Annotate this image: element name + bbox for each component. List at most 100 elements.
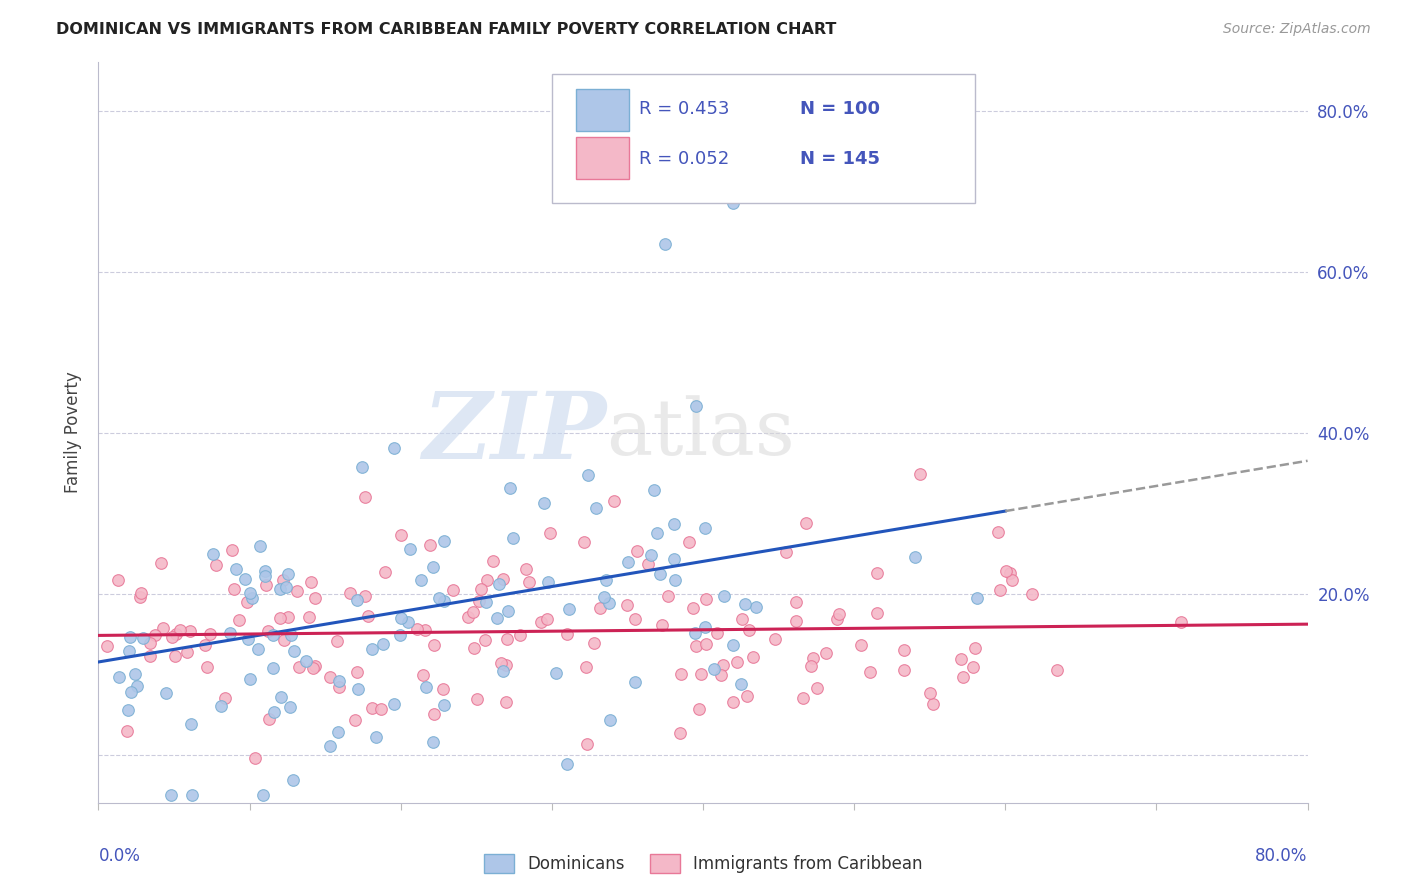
Point: [538, 525, 561, 540]
Point: [254, 569, 277, 583]
Point: [711, 657, 734, 672]
Point: [509, 628, 531, 642]
Point: [475, 573, 498, 587]
Point: [470, 582, 492, 596]
Point: [678, 535, 700, 549]
Point: [582, 636, 605, 650]
Point: [792, 690, 814, 705]
Point: [801, 651, 824, 665]
Point: [1170, 615, 1192, 630]
Point: [347, 682, 370, 697]
Point: [963, 641, 986, 656]
Point: [602, 493, 624, 508]
Point: [745, 599, 768, 614]
Point: [800, 659, 823, 673]
Point: [269, 582, 291, 597]
Point: [163, 648, 186, 663]
Point: [138, 648, 160, 663]
Text: R = 0.453: R = 0.453: [638, 100, 730, 118]
Point: [233, 572, 256, 586]
Point: [209, 698, 232, 713]
Point: [585, 501, 607, 516]
Point: [243, 751, 266, 765]
Point: [160, 630, 183, 644]
Point: [257, 713, 280, 727]
Point: [108, 670, 131, 684]
Point: [129, 585, 152, 599]
Point: [695, 592, 717, 607]
Point: [1001, 574, 1024, 588]
Point: [370, 702, 392, 716]
Point: [893, 664, 915, 678]
Point: [262, 661, 284, 675]
Point: [651, 618, 673, 632]
Point: [626, 543, 648, 558]
Point: [281, 773, 304, 788]
Point: [181, 788, 204, 802]
Point: [346, 592, 368, 607]
Point: [384, 697, 406, 711]
Point: [922, 697, 945, 711]
Point: [274, 580, 297, 594]
Point: [225, 562, 247, 576]
Text: DOMINICAN VS IMMIGRANTS FROM CARIBBEAN FAMILY POVERTY CORRELATION CHART: DOMINICAN VS IMMIGRANTS FROM CARIBBEAN F…: [56, 22, 837, 37]
Point: [468, 594, 491, 608]
Point: [496, 632, 519, 646]
Point: [149, 556, 172, 570]
Point: [706, 625, 728, 640]
Point: [328, 680, 350, 694]
Point: [246, 642, 269, 657]
Point: [371, 637, 394, 651]
Point: [576, 468, 599, 483]
Point: [765, 632, 787, 646]
Point: [689, 666, 711, 681]
Point: [262, 627, 284, 641]
Point: [176, 644, 198, 658]
FancyBboxPatch shape: [551, 73, 976, 203]
Point: [731, 612, 754, 626]
Point: [735, 689, 758, 703]
Point: [617, 555, 640, 569]
Point: [239, 586, 262, 600]
Point: [412, 667, 434, 681]
Point: [966, 591, 988, 605]
Point: [893, 643, 915, 657]
Point: [657, 589, 679, 603]
Point: [489, 657, 512, 671]
Text: 80.0%: 80.0%: [1256, 847, 1308, 865]
Point: [118, 630, 141, 644]
Point: [224, 582, 246, 597]
Point: [127, 679, 149, 693]
Point: [118, 644, 141, 658]
Point: [669, 726, 692, 740]
Legend: Dominicans, Immigrants from Caribbean: Dominicans, Immigrants from Caribbean: [477, 847, 929, 880]
Point: [249, 539, 271, 553]
Point: [427, 591, 450, 606]
Point: [785, 614, 807, 628]
Point: [576, 737, 599, 751]
Point: [228, 613, 250, 627]
Point: [457, 610, 479, 624]
Point: [399, 541, 422, 556]
FancyBboxPatch shape: [576, 137, 630, 178]
Point: [304, 591, 326, 605]
Text: N = 145: N = 145: [800, 150, 880, 168]
Point: [295, 654, 318, 668]
Point: [557, 602, 579, 616]
Point: [785, 595, 807, 609]
Point: [645, 525, 668, 540]
Point: [998, 566, 1021, 580]
Point: [357, 608, 380, 623]
Point: [949, 652, 972, 666]
Point: [143, 628, 166, 642]
Point: [346, 665, 368, 679]
Point: [918, 685, 941, 699]
Point: [738, 623, 761, 637]
Point: [339, 586, 361, 600]
Point: [492, 572, 515, 586]
Point: [515, 562, 537, 576]
Point: [599, 714, 621, 728]
Point: [155, 686, 177, 700]
Point: [725, 655, 748, 669]
Point: [396, 615, 419, 629]
